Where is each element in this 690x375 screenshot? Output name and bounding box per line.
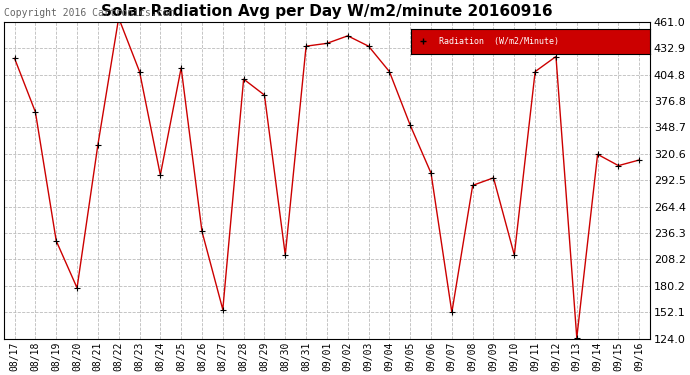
- Title: Solar Radiation Avg per Day W/m2/minute 20160916: Solar Radiation Avg per Day W/m2/minute …: [101, 4, 553, 19]
- Text: Radiation  (W/m2/Minute): Radiation (W/m2/Minute): [440, 37, 560, 46]
- Text: Copyright 2016 Cartronics.com: Copyright 2016 Cartronics.com: [4, 8, 175, 18]
